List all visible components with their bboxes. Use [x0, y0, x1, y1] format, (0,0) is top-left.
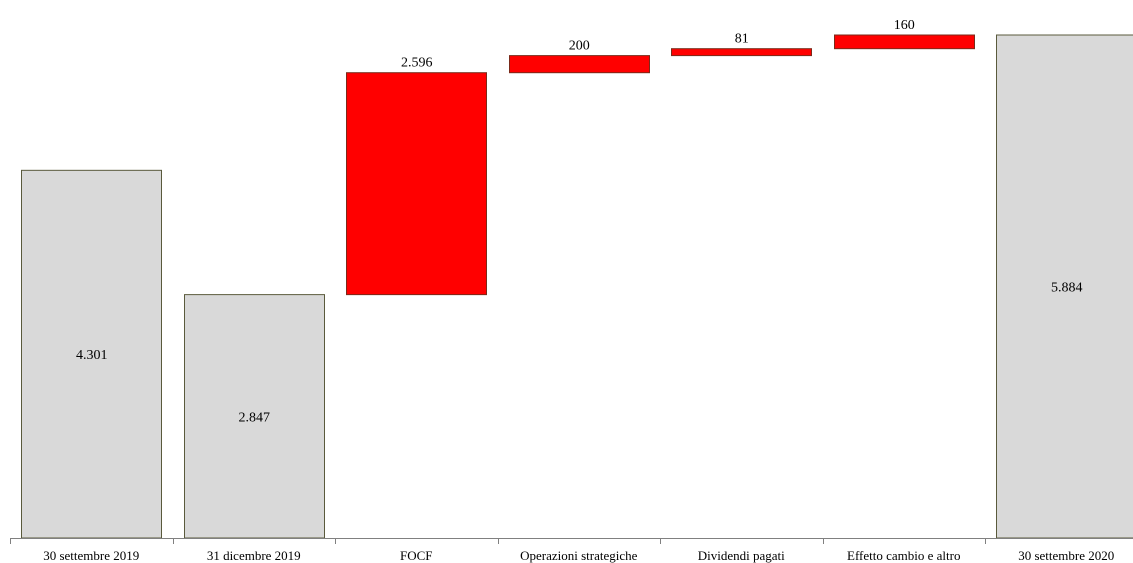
- total-bar: [21, 169, 162, 539]
- x-tick-label: Effetto cambio e altro: [847, 548, 960, 563]
- x-tick-label: 30 settembre 2020: [1018, 548, 1114, 563]
- data-label: 81: [735, 32, 749, 47]
- change-bar: [346, 72, 487, 296]
- x-axis: 30 settembre 2019 31 dicembre 2019 FOCF Ope…: [10, 538, 1133, 563]
- data-label: 200: [569, 39, 590, 54]
- x-tick-label: Operazioni strategiche: [520, 548, 638, 563]
- data-label: 4.301: [76, 348, 108, 363]
- change-bar: [509, 55, 650, 74]
- data-label: 5.884: [1051, 281, 1083, 296]
- change-bar: [834, 34, 975, 50]
- data-label: 2.847: [239, 410, 271, 425]
- x-tick-label: 31 dicembre 2019: [207, 548, 301, 563]
- data-label: 160: [894, 18, 915, 33]
- x-tick-label: FOCF: [400, 548, 433, 563]
- total-bar: [184, 294, 325, 539]
- x-tick-label: 30 settembre 2019: [43, 548, 139, 563]
- change-bar: [671, 48, 812, 57]
- bars-layer: [21, 34, 1133, 539]
- data-label: 2.596: [401, 56, 433, 71]
- data-labels: 4.301 2.847 2.596 200 81 160 5.884: [76, 18, 1083, 425]
- x-tick-label: Dividendi pagati: [698, 548, 785, 563]
